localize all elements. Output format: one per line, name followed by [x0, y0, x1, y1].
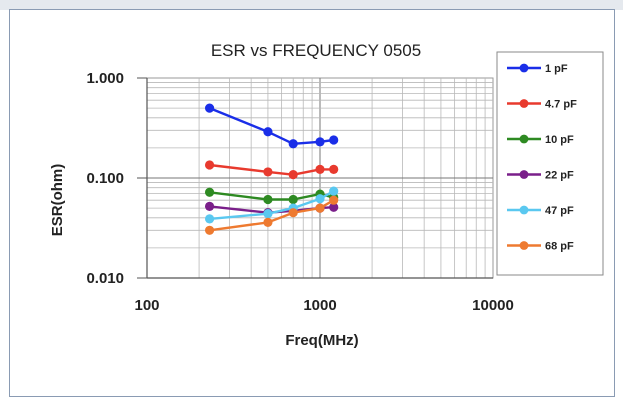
legend-label: 68 pF [545, 241, 574, 253]
legend-swatch-marker [519, 63, 529, 73]
legend-item: 68 pF [507, 241, 574, 253]
data-point [263, 194, 273, 205]
x-tick-label: 1000 [303, 297, 336, 314]
legend-item: 4.7 pF [507, 99, 577, 111]
chart-title: ESR vs FREQUENCY 0505 [211, 41, 421, 60]
data-point [315, 194, 325, 204]
data-point [204, 201, 215, 211]
legend-box [496, 51, 604, 276]
legend: 1 pF 4.7 pF 10 pF 22 pF 47 pF 68 pF [496, 51, 604, 276]
data-point [315, 203, 325, 213]
data-point [204, 160, 215, 170]
data-point [288, 139, 298, 149]
legend-label: 47 pF [545, 205, 574, 217]
grid-lines [146, 78, 493, 279]
series-1-pf [204, 103, 339, 149]
legend-swatch-marker [519, 205, 529, 215]
data-point [288, 208, 298, 218]
y-tick-label: 0.100 [86, 170, 124, 187]
y-axis-label: ESR(ohm) [49, 164, 66, 237]
legend-label: 10 pF [545, 134, 574, 146]
legend-swatch-marker [519, 241, 529, 250]
data-point [329, 135, 339, 145]
data-point [204, 187, 215, 197]
series-4-7-pf [204, 160, 339, 180]
x-axis-label: Freq(MHz) [285, 332, 358, 349]
data-point [329, 202, 339, 212]
data-point [263, 209, 273, 219]
legend-label: 4.7 pF [545, 99, 577, 111]
legend-item: 47 pF [507, 205, 574, 217]
axis-ticks: 0.010 0.100 1.000 100 1000 10000 [86, 70, 513, 314]
series-layer [204, 103, 339, 235]
legend-label: 1 pF [545, 63, 568, 75]
y-tick-label: 1.000 [86, 70, 124, 87]
data-point [288, 194, 298, 205]
frame-top-band [0, 0, 623, 10]
data-point [288, 170, 298, 180]
data-point [329, 186, 339, 196]
data-point [329, 164, 339, 174]
legend-item: 1 pF [507, 63, 568, 75]
data-point [263, 127, 273, 137]
y-tick-label: 0.010 [86, 270, 124, 287]
legend-swatch-marker [519, 134, 529, 144]
series-68-pf [204, 195, 339, 235]
data-point [329, 195, 339, 205]
legend-item: 10 pF [507, 134, 574, 146]
legend-label: 22 pF [545, 170, 574, 182]
legend-item: 22 pF [507, 170, 574, 182]
data-point [263, 217, 273, 227]
data-point [204, 225, 215, 235]
legend-swatch-marker [519, 99, 529, 108]
data-point [315, 164, 325, 174]
data-point [204, 103, 215, 113]
data-point [204, 214, 215, 224]
x-tick-label: 100 [134, 297, 159, 314]
x-tick-label: 10000 [472, 297, 514, 314]
data-point [263, 167, 273, 177]
data-point [315, 137, 325, 147]
legend-swatch-marker [519, 170, 529, 179]
